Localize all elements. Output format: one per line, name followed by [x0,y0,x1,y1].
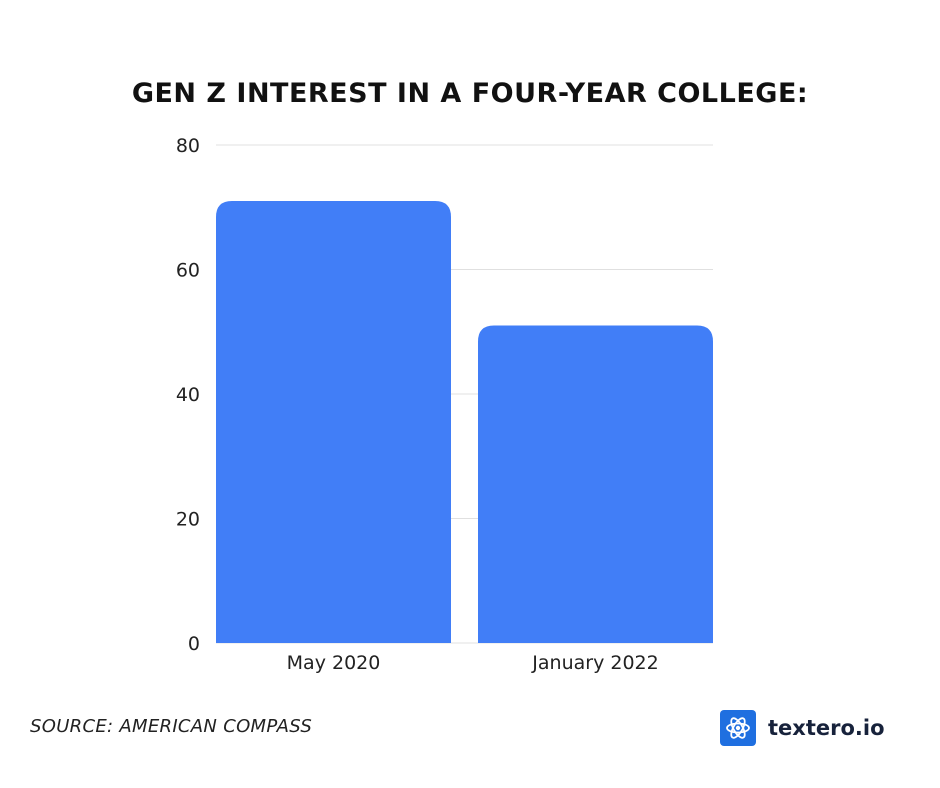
y-tick-label: 20 [176,509,200,531]
source-note: SOURCE: AMERICAN COMPASS [30,716,313,737]
chart-title: GEN Z INTEREST IN A FOUR-YEAR COLLEGE: [131,78,809,109]
x-category-label: May 2020 [287,652,381,674]
y-tick-label: 40 [176,384,200,406]
y-tick-label: 60 [176,260,200,282]
brand-name: textero.io [768,716,885,740]
bar [478,325,713,643]
atom-icon [720,710,756,746]
y-tick-label: 0 [188,633,200,655]
y-tick-label: 80 [176,135,200,157]
bar [216,201,451,643]
brand-logo[interactable]: textero.io [720,709,885,747]
x-category-label: January 2022 [531,652,658,674]
